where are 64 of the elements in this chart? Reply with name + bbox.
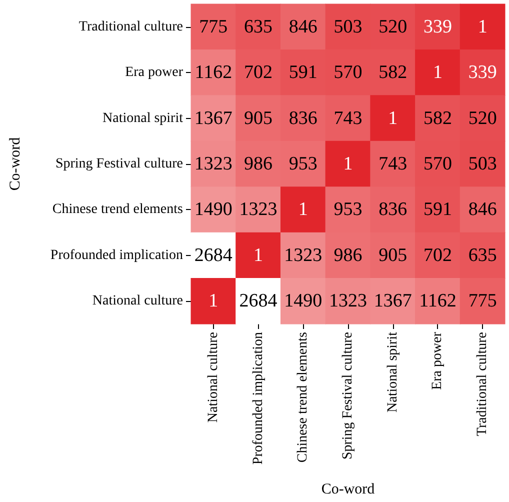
data-label: 905 bbox=[378, 244, 408, 266]
x-tick-label: Spring Festival culture bbox=[340, 332, 356, 460]
data-label: 743 bbox=[378, 154, 408, 174]
data-label: 743 bbox=[334, 108, 362, 129]
data-label: 702 bbox=[244, 62, 273, 84]
y-tick-label: Traditional culture bbox=[78, 19, 183, 34]
data-label: 1 bbox=[343, 154, 353, 174]
data-label: 846 bbox=[288, 16, 318, 38]
data-label: 1367 bbox=[374, 290, 412, 312]
data-label: 2684 bbox=[239, 290, 278, 312]
y-tick-label: Chinese trend elements bbox=[52, 202, 183, 218]
data-label: 836 bbox=[288, 108, 318, 129]
data-label: 1 bbox=[208, 290, 218, 312]
data-label: 1323 bbox=[284, 244, 322, 266]
x-tick-label: Chinese trend elements bbox=[296, 332, 311, 463]
x-tick-label: Traditional culture bbox=[475, 332, 490, 436]
data-label: 582 bbox=[378, 62, 408, 84]
data-label: 1323 bbox=[329, 290, 367, 312]
y-tick-label: National spirit bbox=[102, 110, 184, 126]
x-tick-label: Era power bbox=[430, 332, 446, 390]
data-label: 953 bbox=[334, 199, 362, 220]
data-label: 503 bbox=[334, 16, 362, 38]
data-label: 953 bbox=[288, 154, 318, 174]
data-label: 1367 bbox=[194, 108, 232, 129]
data-label: 775 bbox=[468, 290, 497, 312]
data-label: 836 bbox=[378, 199, 408, 220]
y-tick-label: National culture bbox=[92, 294, 183, 309]
data-label: 1323 bbox=[239, 199, 278, 220]
data-label: 582 bbox=[423, 108, 452, 129]
data-label: 591 bbox=[423, 199, 452, 220]
data-label: 986 bbox=[334, 244, 362, 266]
data-label: 339 bbox=[468, 62, 497, 84]
data-label: 1 bbox=[432, 62, 442, 84]
y-axis-title: Co-word bbox=[8, 136, 24, 191]
data-label: 635 bbox=[468, 244, 497, 266]
data-label: 702 bbox=[423, 244, 452, 266]
data-label: 503 bbox=[468, 154, 497, 174]
data-label: 775 bbox=[199, 16, 228, 38]
data-label: 905 bbox=[244, 108, 273, 129]
data-label: 1490 bbox=[194, 199, 232, 220]
data-label: 339 bbox=[423, 16, 452, 38]
data-label: 1162 bbox=[194, 62, 232, 84]
data-label: 1323 bbox=[194, 154, 232, 174]
data-label: 1162 bbox=[419, 290, 456, 312]
data-label: 1 bbox=[388, 108, 398, 129]
x-tick-label: National spirit bbox=[385, 332, 400, 412]
data-label: 2684 bbox=[194, 244, 233, 266]
data-label: 1490 bbox=[284, 290, 322, 312]
data-label: 520 bbox=[378, 16, 408, 38]
data-label: 570 bbox=[334, 62, 362, 84]
x-axis-title: Co-word bbox=[321, 482, 376, 498]
data-label: 635 bbox=[244, 16, 273, 38]
data-label: 591 bbox=[288, 62, 318, 84]
y-tick-label: Era power bbox=[125, 65, 184, 80]
data-label: 846 bbox=[468, 199, 497, 220]
x-tick-label: Profounded implication bbox=[250, 332, 266, 465]
y-tick-label: Profounded implication bbox=[50, 248, 183, 263]
data-label: 570 bbox=[423, 154, 452, 174]
data-label: 1 bbox=[254, 244, 264, 266]
data-label: 986 bbox=[244, 154, 273, 174]
data-label: 1 bbox=[478, 16, 488, 38]
data-label: 1 bbox=[298, 199, 308, 220]
y-tick-label: Spring Festival culture bbox=[55, 156, 183, 172]
data-label: 520 bbox=[468, 108, 497, 129]
